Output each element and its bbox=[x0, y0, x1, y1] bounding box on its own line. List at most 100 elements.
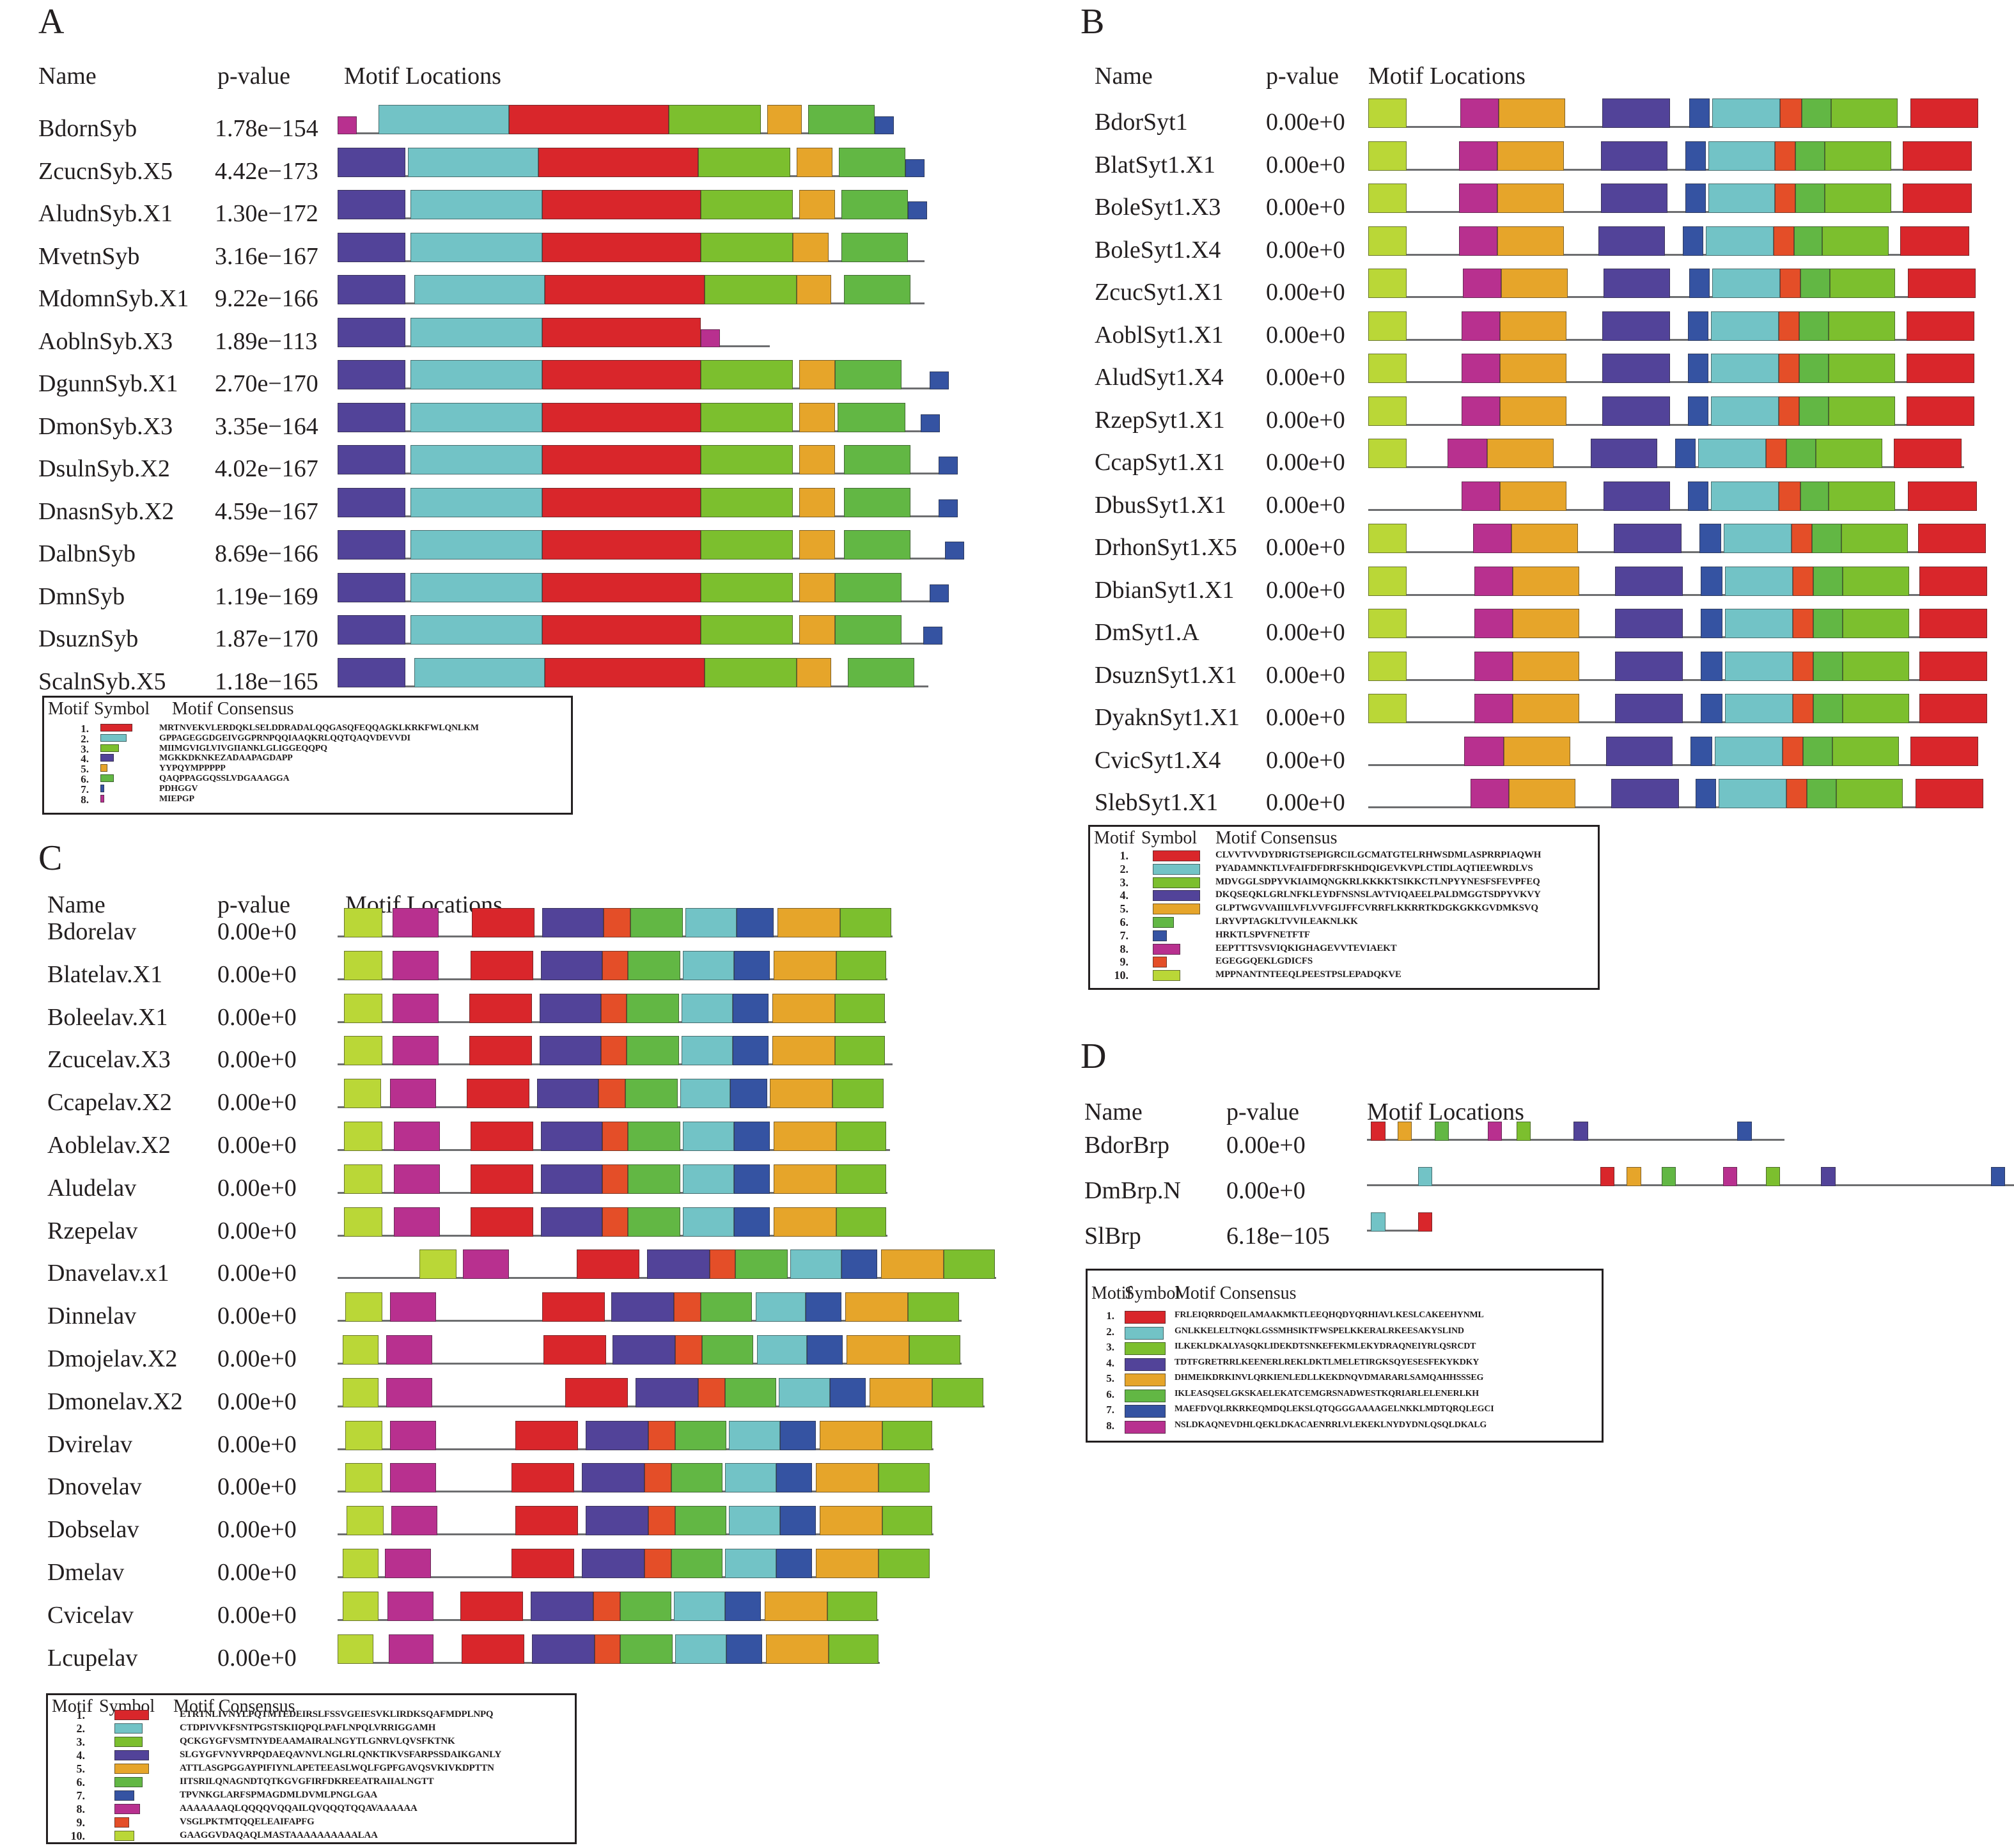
motif-1-block bbox=[511, 1463, 574, 1493]
p-value: 4.42e−173 bbox=[215, 157, 318, 185]
motif-5-block bbox=[774, 1207, 836, 1237]
panel-letter-b: B bbox=[1081, 2, 1105, 42]
motif-6-block bbox=[1802, 98, 1831, 128]
motif-9-block bbox=[1792, 524, 1812, 553]
legend-motif-symbol bbox=[1153, 930, 1167, 941]
motif-4-block bbox=[1602, 311, 1670, 341]
sequence-name: Dnavelav.x1 bbox=[47, 1260, 169, 1287]
motif-1-block bbox=[1900, 226, 1969, 256]
motif-3-block bbox=[1822, 226, 1889, 256]
motif-6-block bbox=[625, 1079, 678, 1109]
motif-6-block bbox=[620, 1591, 671, 1621]
motif-8-block bbox=[1487, 1122, 1503, 1141]
legend-motif-consensus: TDTFGRETRRLKEENERLREKLDKTLMELETIRGKSQYES… bbox=[1175, 1357, 1479, 1367]
motif-10-block bbox=[344, 1207, 382, 1237]
motif-9-block bbox=[1780, 98, 1802, 128]
motif-track bbox=[338, 1460, 930, 1493]
p-value: 1.78e−154 bbox=[215, 115, 318, 142]
motif-2-block bbox=[410, 190, 542, 219]
sequence-row: DmSyt1.A 0.00e+0 bbox=[1074, 606, 2014, 648]
motif-7-block bbox=[730, 1079, 767, 1109]
motif-7-block bbox=[725, 1591, 761, 1621]
motif-4-block bbox=[338, 615, 405, 645]
legend-header-motif: Motif bbox=[1091, 1283, 1132, 1303]
motif-2-block bbox=[790, 1249, 841, 1280]
motif-3-block bbox=[1841, 524, 1908, 553]
legend-motif-symbol bbox=[1153, 863, 1200, 875]
motif-5-block bbox=[1627, 1167, 1641, 1186]
motif-3-block bbox=[835, 1036, 885, 1066]
motif-2-block bbox=[757, 1335, 807, 1365]
motif-5-block bbox=[774, 1164, 836, 1194]
motif-5-block bbox=[1500, 481, 1566, 511]
motif-10-block bbox=[338, 1634, 373, 1664]
motif-5-block bbox=[799, 445, 835, 474]
motif-4-block bbox=[1591, 439, 1657, 468]
motif-1-block bbox=[565, 1377, 628, 1407]
motif-8-block bbox=[391, 1506, 437, 1536]
motif-1-block bbox=[511, 1549, 574, 1578]
sequence-name: SlBrp bbox=[1084, 1223, 1141, 1249]
motif-3-block bbox=[882, 1506, 932, 1536]
motif-2-block bbox=[683, 1164, 734, 1194]
sequence-row: AludSyt1.X4 0.00e+0 bbox=[1074, 351, 2014, 393]
motif-6-block bbox=[1799, 396, 1829, 426]
sequence-name: Blatelav.X1 bbox=[47, 960, 163, 988]
motif-5-block bbox=[797, 275, 831, 304]
motif-5-block bbox=[799, 190, 835, 219]
motif-8-block bbox=[389, 1634, 433, 1664]
motif-6-block bbox=[838, 402, 905, 432]
motif-5-block bbox=[881, 1249, 944, 1280]
p-value: 0.00e+0 bbox=[1266, 491, 1345, 519]
legend-motif-consensus: AAAAAAAQLQQQQVQQAILQVQQQTQQAVAAAAAA bbox=[180, 1803, 418, 1813]
motif-1-block bbox=[543, 1335, 606, 1365]
motif-8-block bbox=[463, 1249, 509, 1280]
motif-2-block bbox=[1711, 396, 1779, 426]
motif-3-block bbox=[829, 1634, 878, 1664]
motif-10-block bbox=[1368, 226, 1407, 256]
legend-motif-symbol bbox=[1153, 877, 1200, 888]
sequence-line bbox=[1368, 466, 1964, 468]
motif-6-block bbox=[1813, 609, 1843, 638]
motif-1-block bbox=[542, 445, 701, 474]
legend-motif-consensus: MDVGGLSDPYVKIAIMQNGKRLKKKKTSIKKCTLNPYYNE… bbox=[1215, 876, 1540, 887]
motif-8-block bbox=[338, 116, 357, 134]
motif-9-block bbox=[1779, 311, 1799, 341]
motif-5-block bbox=[1497, 141, 1564, 171]
motif-2-block bbox=[410, 445, 542, 474]
sequence-name: RzepSyt1.X1 bbox=[1095, 406, 1225, 434]
sequence-name: Dvirelav bbox=[47, 1430, 132, 1458]
p-value: 0.00e+0 bbox=[217, 918, 297, 945]
sequence-name: CcapSyt1.X1 bbox=[1095, 449, 1225, 476]
motif-3-block bbox=[1829, 396, 1895, 426]
motif-9-block bbox=[602, 1164, 628, 1194]
motif-3-block bbox=[836, 1164, 886, 1194]
motif-track bbox=[1368, 479, 1977, 511]
motif-2-block bbox=[682, 1036, 733, 1066]
motif-track bbox=[338, 1162, 887, 1194]
motif-9-block bbox=[604, 908, 630, 937]
motif-4-block bbox=[582, 1463, 644, 1493]
motif-9-block bbox=[710, 1249, 735, 1280]
motif-4-block bbox=[1602, 98, 1670, 128]
motif-6-block bbox=[671, 1549, 722, 1578]
p-value: 0.00e+0 bbox=[217, 1516, 297, 1544]
motif-7-block bbox=[923, 627, 942, 645]
motif-6-block bbox=[671, 1463, 722, 1493]
motif-4-block bbox=[338, 275, 405, 304]
motif-track bbox=[1368, 181, 1972, 213]
p-value: 0.00e+0 bbox=[1266, 576, 1345, 604]
p-value: 0.00e+0 bbox=[217, 1303, 297, 1330]
motif-5-block bbox=[1501, 269, 1568, 298]
motif-2-block bbox=[414, 657, 545, 687]
motif-track bbox=[338, 442, 958, 474]
legend-motif-consensus: GNLKKELELTNQKLGSSMHSIKTFWSPELKKERALRKEES… bbox=[1175, 1326, 1464, 1336]
motif-4-block bbox=[1604, 269, 1670, 298]
sequence-name: DmonSyb.X3 bbox=[38, 412, 173, 440]
motif-5-block bbox=[766, 1634, 829, 1664]
motif-6-block bbox=[628, 950, 680, 980]
legend-motif-symbol bbox=[1153, 917, 1174, 928]
p-value: 0.00e+0 bbox=[217, 1345, 297, 1372]
legend-motif-symbol bbox=[114, 1764, 149, 1774]
panel-a: A Name p-value Motif Locations BdornSyb 1… bbox=[0, 0, 1023, 818]
